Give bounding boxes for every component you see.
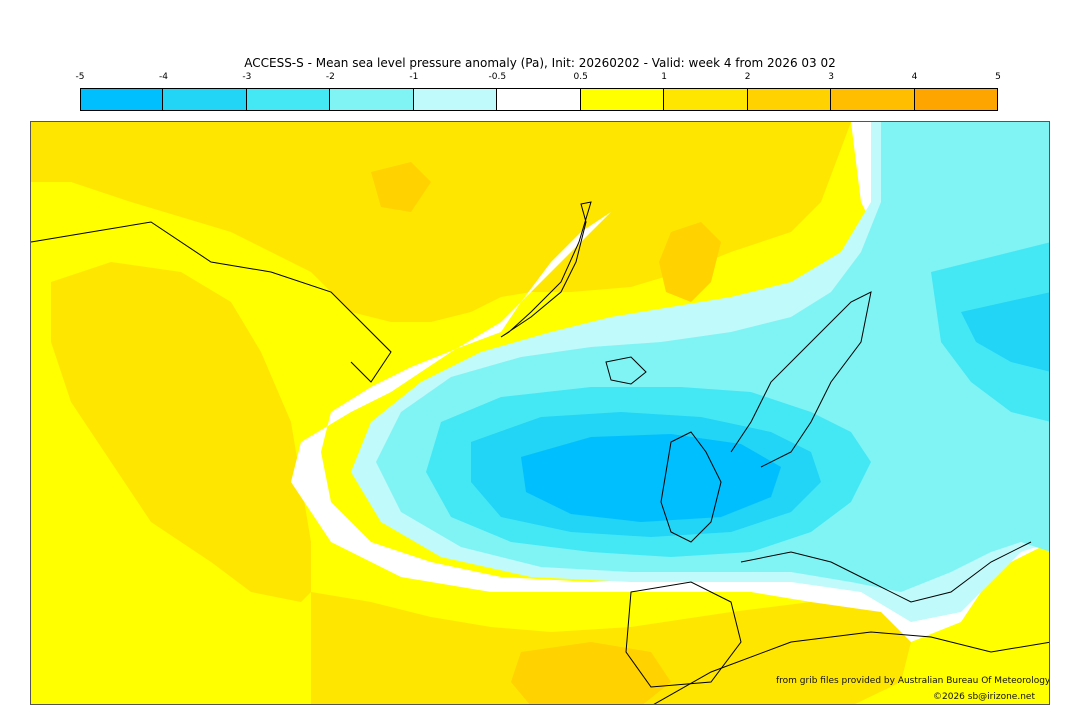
arctic-canada-coast	[31, 221, 392, 383]
data-source-credit: from grib files provided by Australian B…	[776, 676, 1050, 686]
map-title: ACCESS-S - Mean sea level pressure anoma…	[244, 56, 836, 70]
iceland-coast	[605, 356, 647, 385]
colorbar-tick-label: -1	[409, 72, 419, 82]
colorbar-swatch	[246, 88, 331, 110]
colorbar-swatch	[497, 88, 581, 110]
colorbar-swatch	[163, 88, 247, 110]
greenland-coast	[500, 201, 592, 338]
colorbar-swatch	[413, 88, 498, 110]
anomaly-region-neg-3-to-neg-4-east	[961, 292, 1049, 372]
anomaly-region-1-to-2-north	[31, 122, 851, 322]
colorbar-tick-label: -5	[75, 72, 85, 82]
colorbar-legend	[80, 88, 998, 111]
coastlines	[31, 201, 1049, 704]
colorbar-swatch	[664, 88, 748, 110]
iberia-coast	[625, 581, 742, 688]
colorbar-tick-label: 5	[995, 72, 1001, 82]
scandinavia-coast	[730, 291, 872, 468]
colorbar-tick-label: 2	[744, 72, 751, 82]
anomaly-region-2-to-3-c	[371, 162, 431, 212]
colorbar-tick-label: 4	[911, 72, 918, 82]
colorbar-tick-label: -4	[158, 72, 168, 82]
british-isles-coast	[660, 431, 722, 543]
colorbar-swatch	[330, 88, 414, 110]
colorbar-tick-label: 3	[828, 72, 834, 82]
colorbar-tick-label: 1	[661, 72, 668, 82]
copyright-credit: ©2026 sb@irizone.net	[933, 692, 1035, 702]
anomaly-map: from grib files provided by Australian B…	[30, 121, 1050, 705]
anomaly-region-2-to-3-a	[659, 222, 721, 302]
anomaly-region-2-to-3-b	[511, 642, 671, 704]
colorbar-swatch	[747, 88, 832, 110]
anomaly-map-canvas	[31, 122, 1049, 704]
colorbar-tick-label: -3	[242, 72, 252, 82]
anomaly-region-1-to-2-west	[51, 262, 311, 602]
colorbar-tick-label: -2	[325, 72, 335, 82]
colorbar-frame	[80, 88, 998, 111]
colorbar-tick-label: -0.5	[488, 72, 507, 82]
colorbar-tick-label: 0.5	[573, 72, 588, 82]
colorbar-swatch	[831, 88, 915, 110]
north-africa-coast	[653, 631, 1049, 704]
europe-coast	[740, 541, 1032, 603]
colorbar-swatch	[580, 88, 665, 110]
